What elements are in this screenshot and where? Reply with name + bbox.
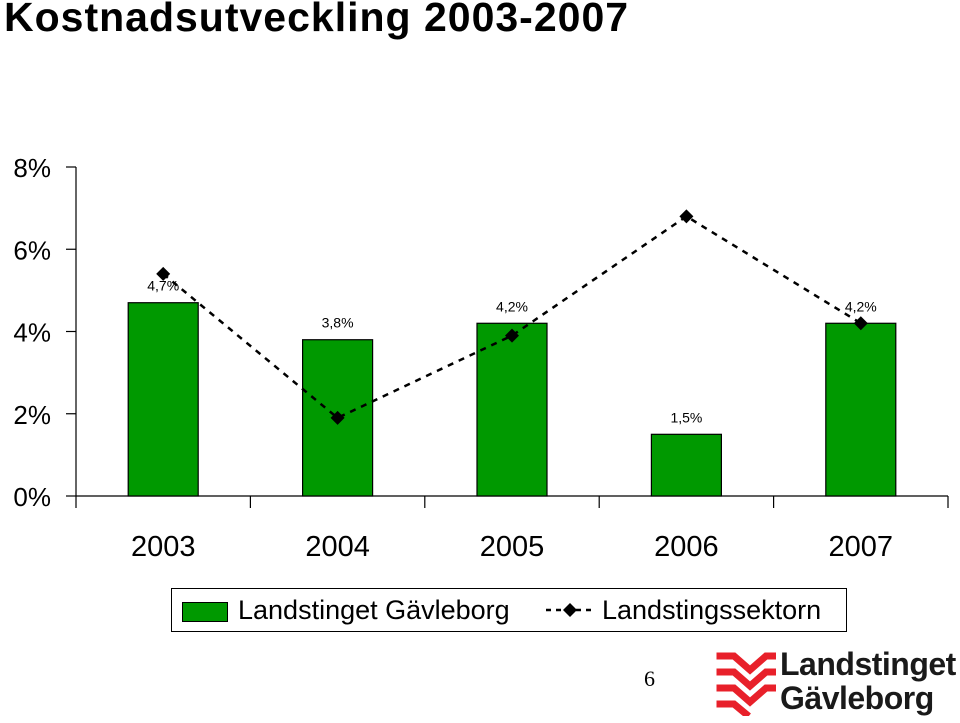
y-tick-label-2: 4% [13, 318, 51, 348]
line-marker-2005 [505, 328, 519, 343]
bar-2005 [476, 322, 548, 497]
data-label-2007: 4,2% [845, 298, 877, 314]
data-label-2005: 4,2% [496, 298, 528, 314]
x-tick-label-2006: 2006 [654, 531, 719, 563]
legend-swatch-line [546, 603, 594, 617]
logo-waves-icon [716, 652, 776, 716]
bar-2007 [825, 322, 897, 497]
data-label-2003: 4,7% [147, 278, 179, 294]
chart-title: Kostnadsutveckling 2003-2007 [4, 0, 630, 40]
x-tick-label-2007: 2007 [829, 531, 894, 563]
line-series-landstingssektorn [162, 214, 862, 420]
bar-2003 [127, 302, 199, 497]
chart-legend: Landstinget Gävleborg Landstingssektorn [171, 588, 847, 632]
x-tick-label-2005: 2005 [480, 531, 545, 563]
y-tick-label-4: 8% [13, 153, 51, 183]
line-marker-2003 [156, 266, 171, 281]
landstinget-logo: Landstinget Gävleborg [716, 646, 960, 720]
logo-text-line1: Landstinget [780, 646, 956, 682]
data-label-2006: 1,5% [670, 409, 702, 425]
data-label-2004: 3,8% [322, 315, 354, 331]
y-tick-label-0: 0% [13, 482, 51, 512]
logo-text-line2: Gävleborg [780, 680, 934, 716]
x-tick-label-2004: 2004 [305, 531, 370, 563]
page-number: 6 [644, 666, 655, 691]
legend-label-landstinget: Landstinget Gävleborg [238, 595, 510, 625]
line-marker-2006 [679, 209, 694, 224]
x-tick-label-2003: 2003 [131, 531, 196, 563]
y-tick-label-3: 6% [13, 235, 51, 265]
bar-2006 [650, 433, 723, 497]
legend-swatch-bar [182, 602, 228, 622]
legend-label-sektorn: Landstingssektorn [602, 595, 822, 625]
y-tick-label-1: 2% [13, 400, 51, 430]
chart-area: 0% 2% 4% 6% 8% 2003 2004 2005 2006 2007 4,7% 3,8% 4,… [13, 153, 949, 563]
line-marker-2004 [330, 410, 345, 425]
line-marker-2007 [853, 316, 868, 331]
